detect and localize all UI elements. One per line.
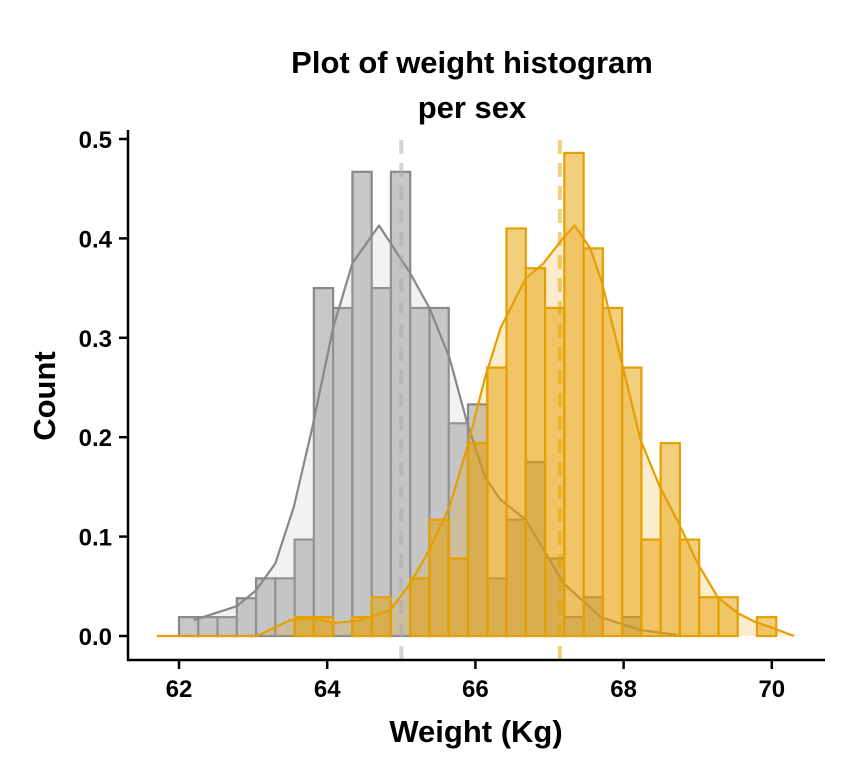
histogram-bar-series-2 [621, 366, 643, 638]
plot-area [156, 140, 795, 660]
chart-title-line-2: per sex [418, 90, 527, 125]
y-tick-label: 0.1 [79, 525, 112, 552]
density-area-series-1 [193, 225, 678, 636]
x-axis-ticks: 62 64 66 68 70 [166, 660, 785, 703]
density-area-series-2 [156, 225, 795, 636]
y-tick-label: 0.2 [79, 425, 112, 452]
density-curve-series-2 [156, 224, 795, 638]
histogram-bar-series-2 [717, 596, 739, 638]
x-tick-label: 64 [314, 676, 341, 703]
chart-title-line-1: Plot of weight histogram [291, 45, 653, 80]
y-tick-label: 0.4 [79, 226, 113, 253]
y-tick-label: 0.0 [79, 624, 112, 651]
x-tick-label: 70 [758, 676, 785, 703]
y-tick-label: 0.3 [79, 326, 112, 353]
x-tick-label: 66 [462, 676, 489, 703]
x-tick-label: 62 [166, 676, 193, 703]
y-tick-label: 0.5 [79, 127, 112, 154]
y-axis-title: Count [27, 351, 62, 441]
y-axis-ticks: 0.0 0.1 0.2 0.3 0.4 0.5 [79, 127, 128, 651]
histogram-bar-series-2 [678, 538, 701, 638]
x-axis-title: Weight (Kg) [389, 714, 562, 749]
x-tick-label: 68 [610, 676, 637, 703]
